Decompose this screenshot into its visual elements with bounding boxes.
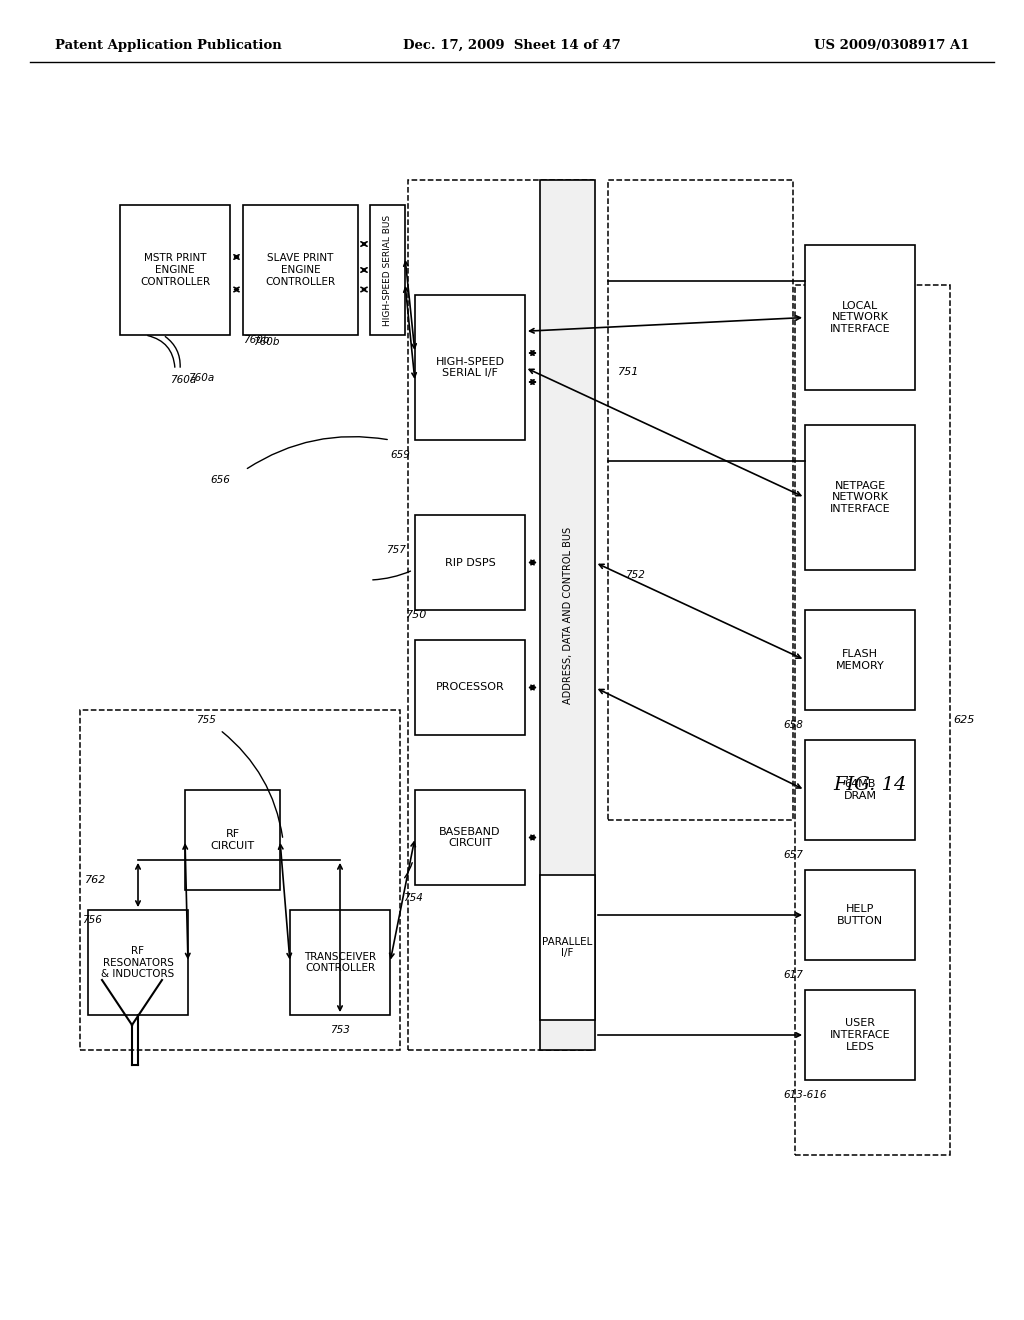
Text: NETPAGE
NETWORK
INTERFACE: NETPAGE NETWORK INTERFACE <box>829 480 890 513</box>
Text: 760b: 760b <box>253 337 280 347</box>
Text: 752: 752 <box>625 570 645 579</box>
Text: 760a: 760a <box>170 375 197 385</box>
Bar <box>805 246 915 389</box>
Text: 659: 659 <box>390 450 410 459</box>
Text: FIG. 14: FIG. 14 <box>834 776 906 795</box>
Bar <box>805 870 915 960</box>
Text: Dec. 17, 2009  Sheet 14 of 47: Dec. 17, 2009 Sheet 14 of 47 <box>403 38 621 51</box>
Text: TRANSCEIVER
CONTROLLER: TRANSCEIVER CONTROLLER <box>304 952 376 973</box>
Text: 64MB
DRAM: 64MB DRAM <box>844 779 877 801</box>
Bar <box>805 741 915 840</box>
Text: 625: 625 <box>953 715 975 725</box>
Text: RIP DSPS: RIP DSPS <box>444 557 496 568</box>
Text: FLASH
MEMORY: FLASH MEMORY <box>836 649 885 671</box>
Text: USER
INTERFACE
LEDS: USER INTERFACE LEDS <box>829 1019 890 1052</box>
Bar <box>408 180 593 1049</box>
Text: LOCAL
NETWORK
INTERFACE: LOCAL NETWORK INTERFACE <box>829 301 890 334</box>
Bar <box>88 909 188 1015</box>
Bar <box>805 990 915 1080</box>
Text: HIGH-SPEED
SERIAL I/F: HIGH-SPEED SERIAL I/F <box>435 356 505 379</box>
Text: PARALLEL
I/F: PARALLEL I/F <box>543 937 593 958</box>
Text: 762: 762 <box>85 875 106 884</box>
Text: 757: 757 <box>386 545 406 554</box>
Text: 613-616: 613-616 <box>783 1090 826 1100</box>
Text: HELP
BUTTON: HELP BUTTON <box>837 904 883 925</box>
Text: 760b: 760b <box>243 335 269 345</box>
Bar <box>415 789 525 884</box>
Text: Patent Application Publication: Patent Application Publication <box>55 38 282 51</box>
Text: 754: 754 <box>403 894 423 903</box>
Text: 760a: 760a <box>188 374 214 383</box>
Text: 751: 751 <box>618 367 639 378</box>
Text: BASEBAND
CIRCUIT: BASEBAND CIRCUIT <box>439 826 501 849</box>
Text: RF
CIRCUIT: RF CIRCUIT <box>211 829 255 851</box>
Text: PROCESSOR: PROCESSOR <box>435 682 505 693</box>
Bar <box>80 710 400 1049</box>
Text: 658: 658 <box>783 719 803 730</box>
Text: 750: 750 <box>406 610 427 620</box>
Bar <box>243 205 358 335</box>
Bar <box>805 610 915 710</box>
Text: 656: 656 <box>210 475 229 484</box>
Bar <box>540 180 595 1049</box>
Bar <box>795 285 950 1155</box>
Text: RF
RESONATORS
& INDUCTORS: RF RESONATORS & INDUCTORS <box>101 946 175 979</box>
Bar <box>805 425 915 570</box>
Bar <box>290 909 390 1015</box>
Text: SLAVE PRINT
ENGINE
CONTROLLER: SLAVE PRINT ENGINE CONTROLLER <box>265 253 336 286</box>
Bar <box>185 789 280 890</box>
Bar <box>370 205 406 335</box>
Text: US 2009/0308917 A1: US 2009/0308917 A1 <box>814 38 970 51</box>
Text: 657: 657 <box>783 850 803 861</box>
Bar <box>415 294 525 440</box>
Text: 617: 617 <box>783 970 803 979</box>
Bar <box>540 875 595 1020</box>
Text: 755: 755 <box>196 715 216 725</box>
Bar <box>120 205 230 335</box>
Text: 753: 753 <box>330 1026 350 1035</box>
Text: 756: 756 <box>82 915 101 925</box>
Bar <box>415 640 525 735</box>
Text: ADDRESS, DATA AND CONTROL BUS: ADDRESS, DATA AND CONTROL BUS <box>562 527 572 704</box>
Text: MSTR PRINT
ENGINE
CONTROLLER: MSTR PRINT ENGINE CONTROLLER <box>140 253 210 286</box>
Bar <box>415 515 525 610</box>
Bar <box>608 180 793 820</box>
Text: HIGH-SPEED SERIAL BUS: HIGH-SPEED SERIAL BUS <box>383 214 392 326</box>
